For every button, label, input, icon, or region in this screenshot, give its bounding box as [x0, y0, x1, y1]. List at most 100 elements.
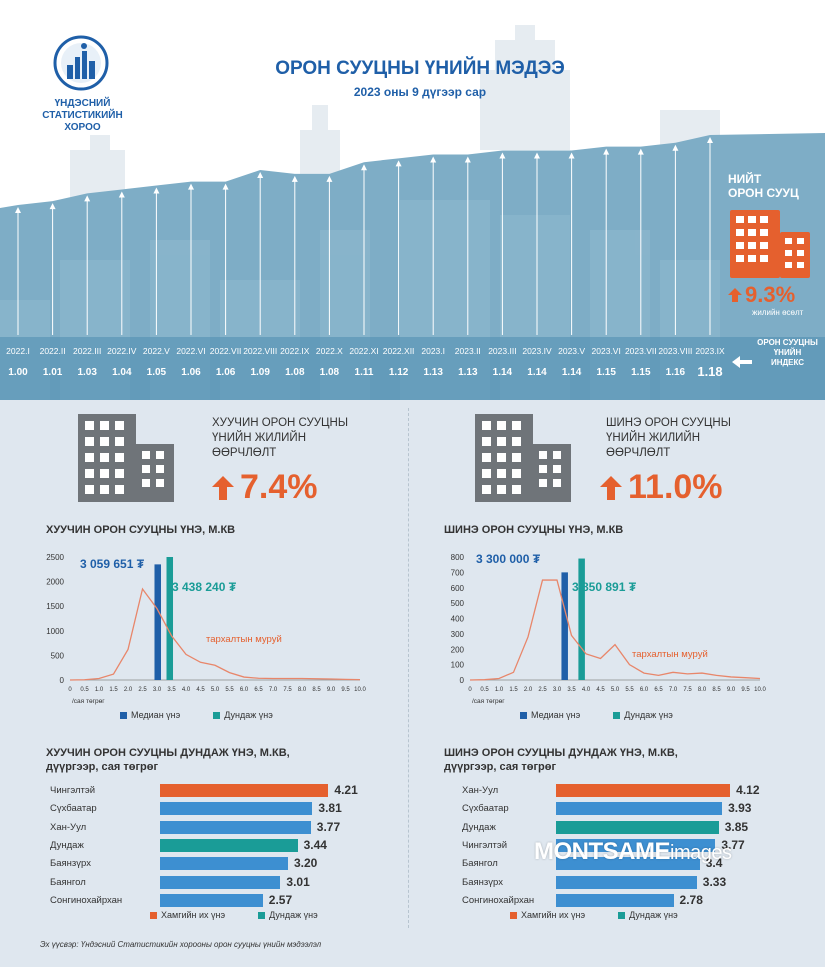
- new-card-title: ШИНЭ ОРОН СУУЦНЫ ҮНИЙН ЖИЛИЙН ӨӨРЧЛӨЛТ: [606, 416, 731, 461]
- old-average-label: 3 438 240 ₮: [172, 580, 237, 594]
- district-bar: [160, 784, 329, 797]
- average-swatch: [613, 712, 621, 720]
- old-distribution-title: ХУУЧИН ОРОН СУУЦНЫ ҮНЭ, м.кв: [46, 524, 236, 536]
- average-bar: [166, 557, 174, 680]
- index-value-label: 1.14: [527, 367, 547, 378]
- x-tick-label: 1.0: [495, 687, 504, 693]
- index-value-label: 1.06: [215, 367, 236, 378]
- district-bar: [556, 838, 716, 852]
- index-arrow-head: [499, 152, 506, 159]
- index-month-label: 2023.II: [454, 346, 481, 356]
- y-tick-label: 800: [451, 553, 465, 562]
- new-curve-label: тархалтын муруй: [632, 649, 708, 660]
- new-up-arrow-icon: [600, 476, 622, 500]
- district-label: Баянзүрх: [462, 876, 503, 888]
- index-arrow-head: [603, 148, 610, 155]
- index-arrow-head: [153, 187, 160, 194]
- index-value-label: 1.00: [8, 367, 28, 378]
- total-annual-change: 9.3%: [745, 282, 796, 307]
- y-tick-label: 1000: [46, 627, 64, 636]
- index-value-label: 1.08: [285, 367, 305, 378]
- new-building-icon: [475, 414, 571, 502]
- max-swatch: [510, 912, 517, 920]
- x-tick-label: 6.5: [654, 687, 663, 693]
- hero-section: ҮНДЭСНИЙ СТАТИСТИКИЙН ХОРОО ОРОН СУУЦНЫ …: [0, 0, 825, 400]
- index-month-label: 2023.V: [558, 346, 586, 356]
- new-district-title-line-2: дүүргээр, сая төгрөг: [444, 761, 557, 773]
- watermark-light: images: [670, 842, 732, 864]
- district-label: Чингэлтэй: [50, 785, 96, 796]
- old-legend-max: Хамгийн их үнэ: [161, 910, 226, 920]
- district-label: Хан-Уул: [50, 821, 87, 833]
- old-card-title-line-1: ХУУЧИН ОРОН СУУЦНЫ: [212, 417, 349, 429]
- index-month-label: 2023.IV: [522, 346, 552, 356]
- index-value-label: 1.01: [42, 367, 63, 378]
- x-tick-label: 0.5: [80, 687, 89, 693]
- y-tick-label: 300: [451, 630, 465, 639]
- new-card-title-line-2: ҮНИЙН ЖИЛИЙН: [606, 432, 700, 444]
- index-arrow-head: [707, 137, 713, 143]
- district-bar: [160, 857, 288, 871]
- old-card-title: ХУУЧИН ОРОН СУУЦНЫ ҮНИЙН ЖИЛИЙН ӨӨРЧЛӨЛТ: [212, 416, 348, 461]
- x-tick-label: 8.5: [712, 687, 721, 693]
- district-label: Дундаж: [462, 821, 496, 833]
- x-tick-label: 0: [68, 687, 72, 693]
- index-arrow-head: [15, 207, 21, 213]
- old-legend-average-price: Дундаж үнэ: [269, 910, 318, 920]
- district-bar: [556, 857, 700, 871]
- district-bar: [160, 838, 298, 852]
- x-tick-label: 3.5: [567, 687, 576, 693]
- x-tick-label: 4.0: [582, 687, 591, 693]
- x-tick-label: 10.0: [354, 687, 366, 693]
- average-bar: [578, 558, 585, 680]
- x-tick-label: 4.5: [596, 687, 605, 693]
- index-value-label: 1.18: [697, 364, 723, 379]
- source-note: Эх үүсвэр: Үндэсний Статистикийн хорооны…: [40, 940, 322, 949]
- x-tick-label: 9.5: [741, 687, 750, 693]
- index-value-label: 1.06: [181, 367, 201, 378]
- district-label: Чингэлтэй: [462, 839, 508, 851]
- old-legend-median: Медиан үнэ: [131, 710, 181, 720]
- y-tick-label: 2500: [46, 553, 64, 562]
- index-month-label: 2022.X: [315, 346, 343, 356]
- district-value: 3.44: [303, 837, 327, 852]
- logo-line-1: ҮНДЭСНИЙ: [54, 98, 111, 109]
- new-legend-average: Дундаж үнэ: [624, 710, 673, 720]
- index-month-label: 2022.VIII: [243, 346, 278, 356]
- x-tick-label: 8.0: [298, 687, 307, 693]
- new-annual-change: 11.0%: [628, 468, 723, 506]
- district-bar: [556, 802, 723, 816]
- index-value-label: 1.16: [665, 367, 686, 378]
- x-tick-label: 2.0: [124, 687, 133, 693]
- district-value: 3.4: [705, 856, 723, 871]
- index-value-label: 1.11: [354, 367, 374, 378]
- index-month-label: 2023.III: [488, 346, 517, 356]
- old-distribution-chart: 0 500 1000 1500 2000 2500 0 0.5 1.0 1.5 2.0 2.5 3.0 3…: [46, 553, 366, 705]
- total-housing-title: НИЙТ ОРОН СУУЦ: [728, 172, 808, 200]
- x-tick-label: 8.0: [698, 687, 707, 693]
- new-average-label: 3 850 891 ₮: [572, 580, 637, 594]
- old-district-title-line-2: дүүргээр, сая төгрөг: [46, 761, 159, 773]
- district-label: Баянзүрх: [50, 858, 91, 870]
- district-value: 3.85: [724, 819, 749, 834]
- district-value: 2.78: [679, 892, 703, 907]
- median-swatch: [120, 712, 127, 720]
- x-tick-label: 9.0: [327, 687, 336, 693]
- index-value-label: 1.09: [250, 367, 270, 378]
- x-axis-label: /сая төгрөг: [72, 698, 105, 705]
- index-arrow-head: [534, 152, 540, 159]
- district-value: 4.12: [736, 783, 760, 797]
- x-tick-label: 2.5: [538, 687, 547, 693]
- district-bar: [556, 875, 697, 889]
- column-divider: [408, 408, 409, 928]
- x-tick-label: 3.0: [153, 687, 162, 693]
- index-label-line-1: ОРОН СУУЦНЫ: [757, 338, 818, 347]
- new-card-title-line-3: ӨӨРЧЛӨЛТ: [606, 447, 671, 459]
- x-tick-label: 6.0: [640, 687, 649, 693]
- index-arrows: [15, 137, 713, 335]
- y-tick-label: 600: [451, 584, 465, 593]
- new-distribution-title: ШИНЭ ОРОН СУУЦНЫ ҮНЭ, м.кв: [444, 524, 624, 536]
- watermark: MONTSAMEimages: [534, 838, 732, 866]
- index-label-line-2: ҮНИЙН: [773, 348, 802, 357]
- district-value: 3.77: [721, 837, 745, 852]
